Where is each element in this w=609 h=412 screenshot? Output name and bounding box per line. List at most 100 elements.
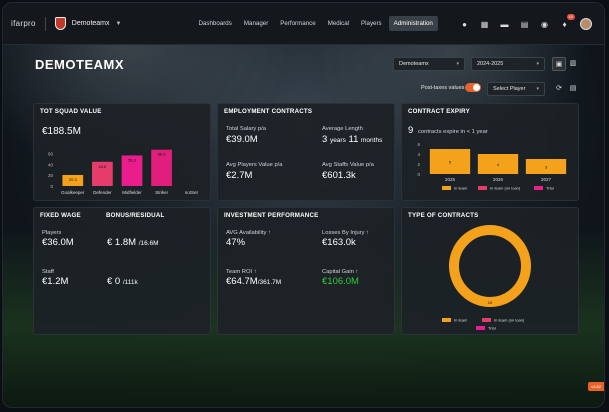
team-roi-value: €64.7M/361.7M (226, 276, 281, 287)
legend-swatch (476, 326, 485, 330)
x-tick-label: 2026 (493, 177, 504, 182)
slice-value-label: 10 (488, 300, 493, 305)
months-unit: months (361, 137, 383, 144)
avg-staffs-value: €601.3k (322, 170, 356, 181)
team-roi-total: /361.7M (257, 279, 282, 286)
help-icon[interactable]: ● (462, 19, 467, 29)
x-tick-label: Goalkeeper (61, 190, 85, 195)
x-tick-label: notSet (185, 190, 199, 195)
players-wage-value: €36.0M (42, 237, 74, 248)
team-switcher-label[interactable]: Demoteamx (71, 20, 110, 27)
refresh-icon[interactable]: ⟳ (556, 85, 562, 92)
x-tick-label: 2027 (541, 177, 552, 182)
squad-value-bar-chart: 0 20 40 60 20.3 Goalkeeper 44.6 Defender 56.3 Mid… (48, 149, 199, 195)
injury-losses-value: €163.0k (322, 237, 356, 248)
injury-losses-label[interactable]: Losses By Injury ↑ (322, 230, 370, 236)
card-title: EMPLOYMENT CONTRACTS (224, 108, 313, 115)
investment-performance-card: INVESTMENT PERFORMANCE AVG Availability … (217, 207, 395, 335)
player-select-value: Select Player (493, 86, 526, 92)
y-tick-label: 6 (417, 142, 420, 147)
x-tick-label: Defender (93, 190, 112, 195)
export-icon[interactable]: ▤ (569, 85, 577, 92)
bar-chart-icon[interactable]: ▥ (569, 60, 577, 67)
nav-players[interactable]: Players (361, 20, 382, 27)
nav-dashboards[interactable]: Dashboards (198, 20, 232, 27)
x-tick-label: 2025 (445, 177, 456, 182)
card-view-icon[interactable]: ▣ (552, 57, 566, 71)
avg-length-months: 11 (348, 134, 359, 145)
y-tick-label: 0 (417, 172, 420, 177)
nav-medical[interactable]: Medical (327, 20, 350, 27)
bar-goalkeeper (62, 174, 84, 186)
slice-in-team (449, 225, 531, 307)
team-select[interactable]: Demoteamx ▾ (393, 57, 465, 71)
y-tick-label: 60 (48, 151, 54, 156)
legend-label: In team (454, 318, 468, 323)
bonus-players-amount: € 1.8M (107, 237, 137, 248)
average-length-label: Average Length (322, 126, 363, 132)
legend-label: Trial (546, 186, 554, 191)
team-roi-label[interactable]: Team ROI ↑ (226, 269, 257, 275)
bar-defender (92, 161, 113, 186)
total-salary-value: €39.0M (226, 134, 258, 145)
team-roi-amount: €64.7M (226, 276, 258, 287)
y-tick-label: 20 (48, 173, 54, 178)
average-length-value: 3 years 11 months (322, 134, 382, 145)
total-salary-label: Total Salary p/a (226, 126, 266, 132)
app-window: ifarpro Demoteamx ▼ Dashboards Manager P… (2, 2, 605, 408)
bonus-staff-amount: € 0 (107, 276, 121, 287)
legend-label: In team (454, 186, 468, 191)
legend-label: In team (on loan) (490, 186, 521, 191)
season-select-value: 2024-2025 (477, 61, 504, 67)
avg-length-years: 3 (322, 134, 328, 145)
card-title: INVESTMENT PERFORMANCE (224, 212, 319, 219)
expiry-count: 9 (408, 125, 414, 136)
avatar[interactable] (580, 18, 592, 30)
contract-expiry-card: CONTRACT EXPIRY 9 contracts expire in < … (401, 103, 579, 201)
reports-icon[interactable]: ▤ (520, 19, 529, 29)
post-taxes-label: Post-taxes values (421, 85, 465, 91)
season-select[interactable]: 2024-2025 ▾ (471, 57, 545, 71)
chevron-down-icon[interactable]: ▼ (115, 20, 122, 27)
bonus-staff-total: /111k (122, 279, 138, 286)
fixed-wage-title: FIXED WAGE (40, 212, 81, 219)
y-tick-label: 0 (50, 184, 53, 189)
team-select-value: Demoteamx (399, 61, 429, 67)
employment-contracts-card: EMPLOYMENT CONTRACTS Total Salary p/a €3… (217, 103, 395, 201)
avg-players-value-label: Avg Players Value p/a (226, 162, 283, 168)
version-badge: v3.82 (588, 382, 604, 391)
y-tick-label: 40 (48, 162, 54, 167)
bonus-residual-title: BONUS/RESIDUAL (106, 212, 165, 219)
nav-administration[interactable]: Administration (388, 16, 438, 31)
nav-performance[interactable]: Performance (280, 20, 316, 27)
post-taxes-toggle[interactable] (465, 83, 481, 92)
nav-manager[interactable]: Manager (243, 20, 269, 27)
player-select[interactable]: Select Player ▾ (487, 82, 545, 96)
y-tick-label: 2 (417, 162, 420, 167)
bar-value-label: 4 (497, 162, 500, 167)
legend-swatch (482, 318, 491, 322)
y-tick-label: 4 (417, 152, 420, 157)
capital-gain-label[interactable]: Capital Gain ↑ (322, 269, 359, 275)
bar-value-label: 44.6 (99, 164, 108, 169)
chevron-down-icon: ▾ (456, 61, 459, 67)
x-tick-label: Midfielder (122, 190, 142, 195)
bar-value-label: 5 (449, 160, 452, 165)
app-logo[interactable]: ifarpro (11, 19, 36, 28)
notification-badge: 10 (566, 13, 575, 20)
bar-2027 (525, 159, 567, 174)
calendar-icon[interactable]: ▦ (480, 19, 489, 29)
club-badge-icon (54, 17, 66, 30)
chat-icon[interactable]: ◉ (541, 19, 548, 29)
bell-icon[interactable]: ♦ 10 (562, 13, 575, 29)
folder-icon[interactable]: ▬ (500, 19, 509, 29)
staff-wage-value: €1.2M (42, 276, 69, 287)
legend-label: Trial (488, 326, 496, 331)
bar-striker (151, 149, 172, 186)
contract-types-card: TYPE OF CONTRACTS 10 In team In team (on l… (401, 207, 579, 335)
contract-types-donut-chart: 10 In team In team (on loan) Trial (442, 225, 531, 331)
availability-label[interactable]: AVG Availability ↑ (226, 230, 271, 236)
squad-value-card: TOT SQUAD VALUE €188.5M 0 20 40 60 20.3 Goalk… (33, 103, 211, 201)
bar-value-label: 20.3 (69, 177, 78, 182)
bar-value-label: 66.9 (158, 152, 167, 157)
